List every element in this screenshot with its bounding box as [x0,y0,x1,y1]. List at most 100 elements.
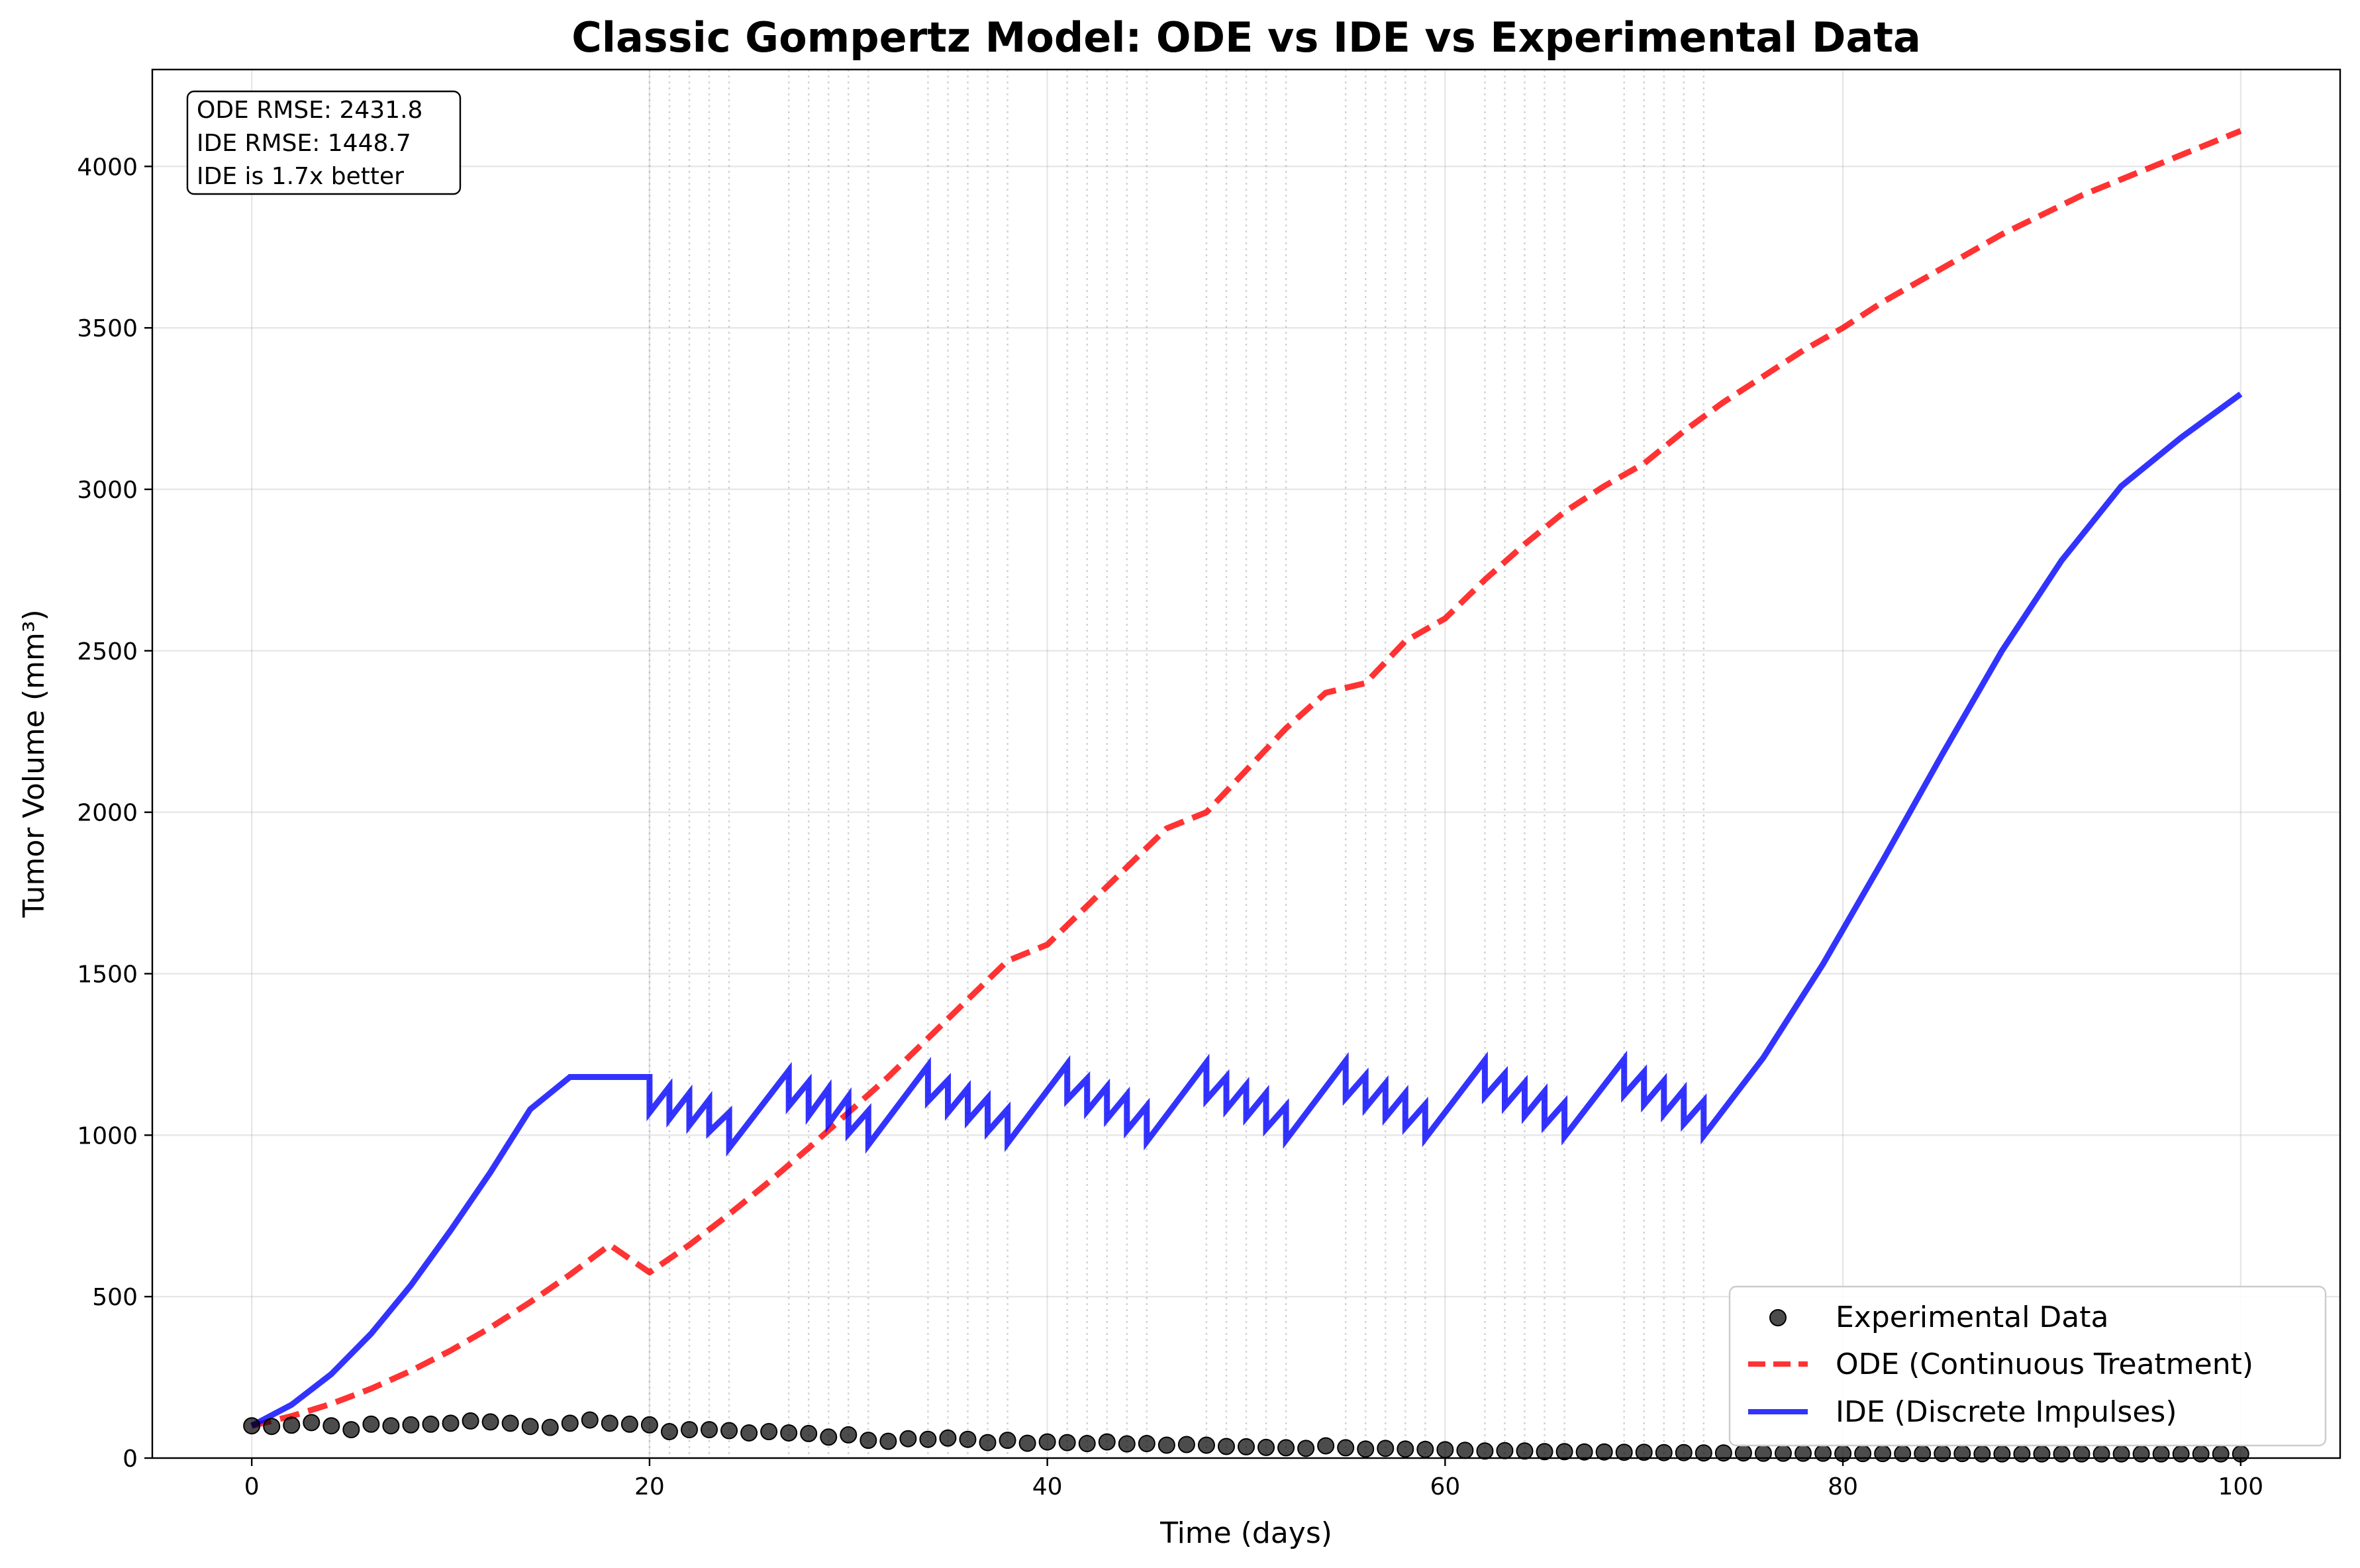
experimental-point [760,1423,778,1441]
experimental-point [2053,1445,2071,1463]
experimental-point [362,1415,380,1433]
legend-frame [1728,1285,2327,1447]
legend: Experimental Data ODE (Continuous Treatm… [1728,1285,2327,1447]
experimental-point [660,1423,678,1441]
experimental-point [879,1432,897,1450]
experimental-point [2073,1445,2090,1463]
x-tick-label: 0 [244,1473,260,1500]
experimental-point [243,1417,261,1435]
experimental-point [1058,1434,1076,1451]
ode-line [251,128,2242,1429]
experimental-point [1496,1442,1514,1459]
experimental-point [1595,1443,1613,1461]
experimental-point [999,1432,1016,1449]
experimental-point [342,1421,360,1439]
experimental-point [1854,1445,1872,1463]
experimental-point [2192,1445,2210,1463]
y-axis-label: Tumor Volume (mm³) [17,609,51,918]
x-tick-label: 100 [2218,1473,2263,1500]
experimental-point [1675,1444,1693,1461]
y-tick-label: 2500 [77,638,138,665]
experimental-point [800,1424,818,1442]
y-axis-ticks: 0 500 1000 1500 2000 2500 3000 3500 4000 [77,154,152,1473]
experimental-point [402,1416,420,1434]
experimental-point [1098,1433,1116,1451]
experimental-point [1277,1439,1295,1457]
experimental-point [939,1429,957,1447]
experimental-point [1655,1444,1673,1461]
experimental-point [1038,1433,1056,1451]
experimental-point [442,1414,460,1432]
experimental-point [959,1430,977,1448]
experimental-point [919,1430,937,1448]
y-tick-label: 3000 [77,477,138,504]
experimental-point [1397,1440,1414,1458]
experimental-point [740,1424,758,1442]
legend-label-ode: ODE (Continuous Treatment) [1836,1348,2253,1381]
x-tick-label: 20 [634,1473,665,1500]
experimental-point [263,1418,281,1436]
experimental-point [2172,1445,2190,1463]
experimental-point [1337,1439,1355,1457]
y-tick-label: 0 [123,1446,138,1473]
experimental-point [720,1422,738,1440]
y-tick-label: 500 [92,1284,138,1311]
experimental-point [2152,1445,2170,1463]
experimental-point [620,1415,638,1433]
experimental-point [422,1415,440,1433]
experimental-point [283,1416,301,1434]
x-tick-label: 80 [1828,1473,1858,1500]
experimental-point [1894,1445,1912,1463]
experimental-point [1078,1435,1096,1453]
experimental-point [701,1421,718,1439]
experimental-point [640,1416,658,1434]
experimental-point [1118,1435,1136,1453]
experimental-point [501,1414,519,1432]
experimental-point [561,1414,579,1432]
experimental-point [1157,1436,1175,1454]
x-axis-label: Time (days) [1159,1516,1332,1550]
y-tick-label: 4000 [77,154,138,181]
stats-line-3: IDE is 1.7x better [197,163,404,190]
experimental-point [1217,1438,1235,1455]
experimental-point [462,1412,479,1430]
y-tick-label: 1000 [77,1122,138,1150]
experimental-point [481,1413,499,1431]
experimental-point [2092,1445,2110,1463]
experimental-point [2013,1445,2031,1463]
stats-line-1: ODE RMSE: 2431.8 [197,97,422,124]
y-tick-label: 1500 [77,961,138,988]
experimental-point [860,1432,877,1449]
experimental-point [2112,1445,2130,1463]
experimental-point [521,1418,539,1436]
experimental-point [2212,1445,2230,1463]
experimental-point [1476,1442,1494,1460]
experimental-point [1516,1442,1534,1460]
y-tick-label: 3500 [77,315,138,342]
experimental-point [1575,1443,1593,1461]
experimental-point [1238,1438,1255,1455]
experimental-point [2033,1445,2051,1463]
experimental-point [1317,1437,1335,1455]
experimental-point [1536,1443,1553,1461]
plot-area [152,70,2340,1458]
experimental-point [899,1430,917,1447]
legend-marker-experimental [1769,1309,1787,1326]
experimental-point [1297,1440,1315,1457]
stats-line-2: IDE RMSE: 1448.7 [197,130,411,157]
experimental-point [1555,1443,1573,1461]
experimental-point [979,1434,997,1451]
experimental-point [1456,1442,1474,1459]
experimental-point [1914,1445,1932,1463]
experimental-point [1874,1445,1892,1463]
experimental-point [1953,1445,1971,1463]
experimental-point [1714,1444,1732,1462]
experimental-point [2132,1445,2150,1463]
experimental-point [780,1424,798,1442]
experimental-point [1357,1440,1375,1458]
legend-label-experimental: Experimental Data [1836,1300,2108,1334]
experimental-point [1993,1445,2011,1463]
experimental-point [680,1421,698,1439]
experimental-point [1197,1436,1215,1454]
